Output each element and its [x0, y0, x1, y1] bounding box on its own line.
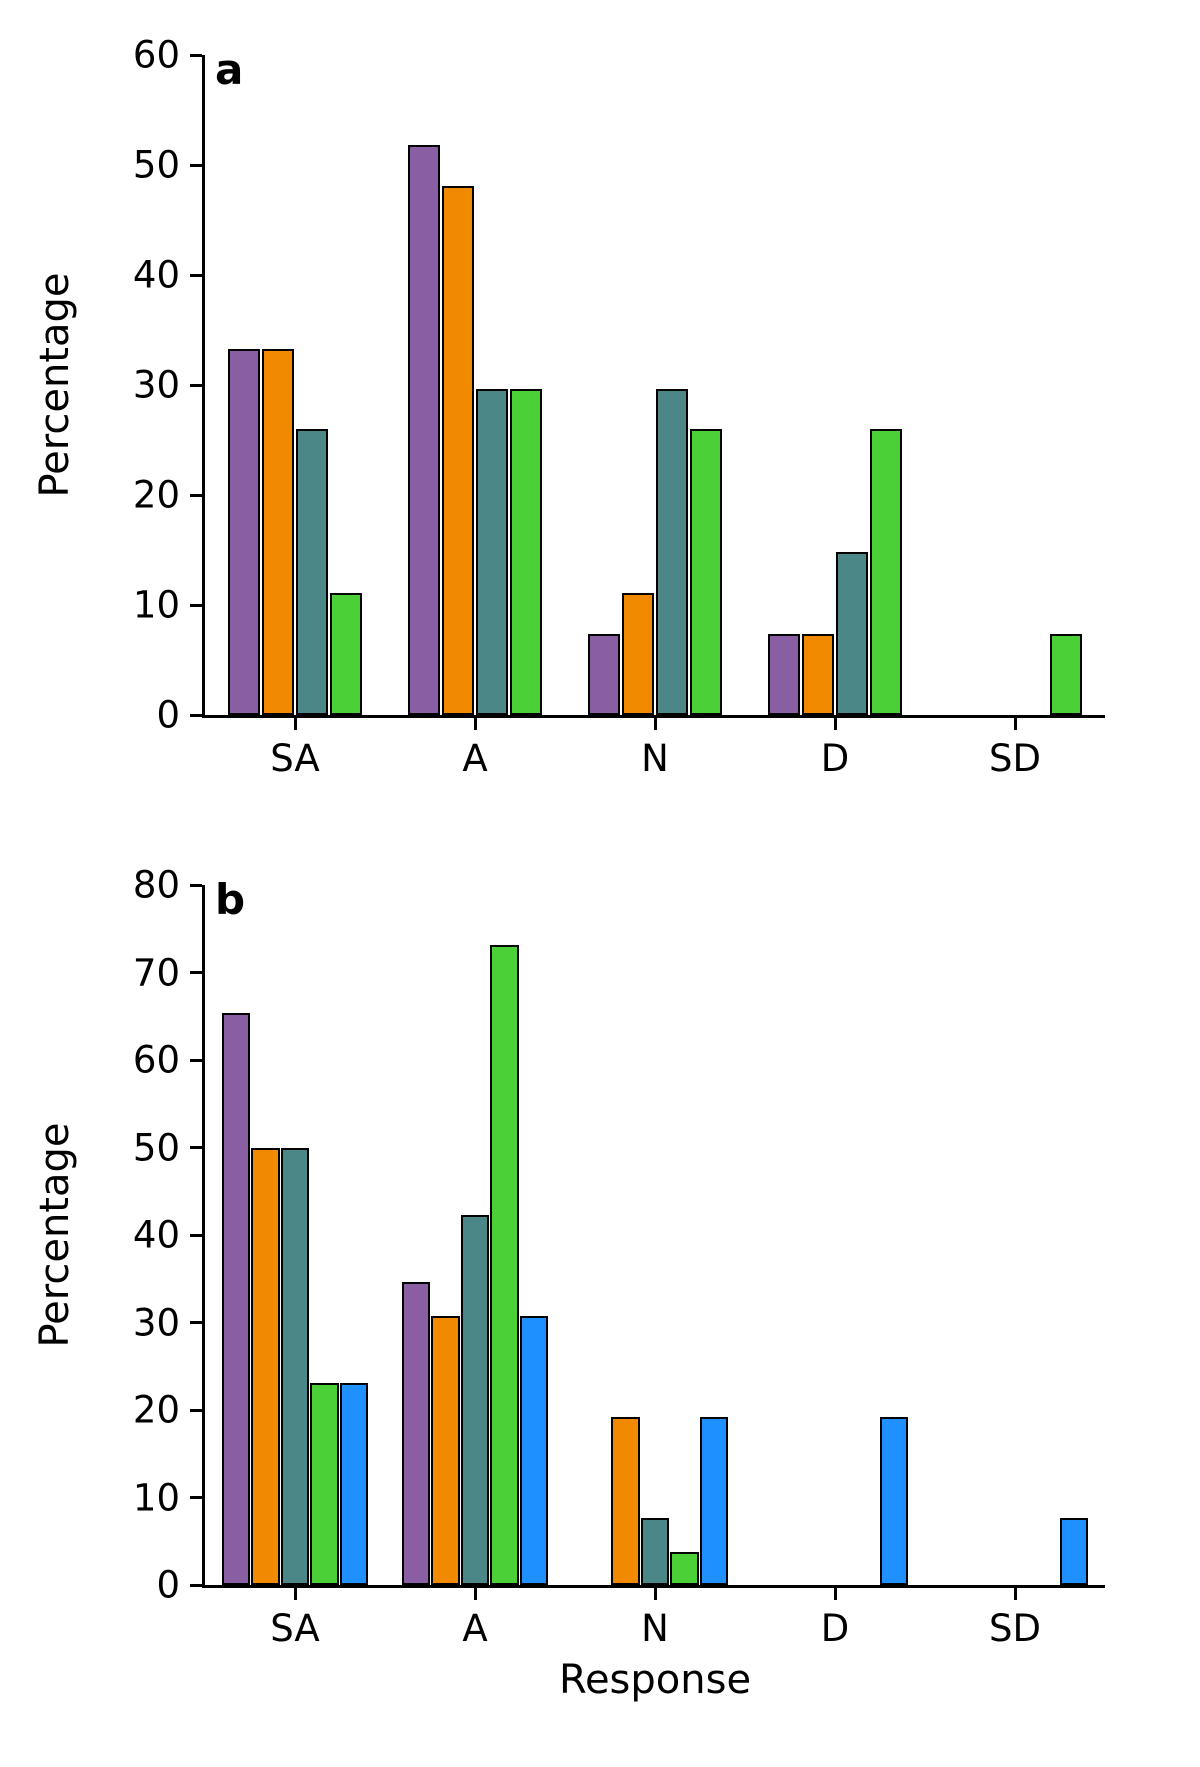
y-tick [190, 1146, 202, 1149]
y-tick-label: 40 [100, 254, 180, 297]
bar [880, 1417, 909, 1585]
x-tick-label: SD [989, 737, 1041, 780]
bar [656, 389, 688, 715]
chart-canvas: 0 10 20 30 40 50 60 SA A N D SD Percentage a 0 10 20 30 40… [0, 0, 1200, 1767]
bar [281, 1148, 310, 1586]
bar [670, 1552, 699, 1585]
bar [520, 1316, 549, 1586]
y-tick-label: 20 [100, 474, 180, 517]
y-tick-label: 20 [100, 1389, 180, 1432]
y-tick-label: 30 [100, 1301, 180, 1344]
x-tick [294, 718, 297, 730]
y-tick [190, 604, 202, 607]
x-tick-label: SA [270, 737, 319, 780]
y-tick [190, 274, 202, 277]
x-tick [834, 1588, 837, 1600]
y-tick [190, 1409, 202, 1412]
bar [836, 552, 868, 715]
y-tick-label: 10 [100, 1476, 180, 1519]
bar [1050, 634, 1082, 715]
x-tick [1014, 718, 1017, 730]
x-tick-label: N [641, 1607, 669, 1650]
y-tick [190, 971, 202, 974]
x-tick [474, 718, 477, 730]
y-tick-label: 60 [100, 1039, 180, 1082]
bar [431, 1316, 460, 1586]
x-tick [654, 1588, 657, 1600]
y-tick-label: 0 [100, 694, 180, 737]
bar [340, 1383, 369, 1585]
bar [622, 593, 654, 715]
bar [228, 349, 260, 715]
bar [490, 945, 519, 1585]
x-tick [834, 718, 837, 730]
bar [1060, 1518, 1089, 1585]
y-tick-label: 80 [100, 864, 180, 907]
y-tick-label: 30 [100, 364, 180, 407]
bar [310, 1383, 339, 1585]
x-tick [1014, 1588, 1017, 1600]
y-axis [202, 885, 205, 1588]
x-tick-label: D [821, 737, 850, 780]
bar [588, 634, 620, 715]
y-tick [190, 494, 202, 497]
x-tick-label: SD [989, 1607, 1041, 1650]
bar [690, 429, 722, 715]
bar [408, 145, 440, 715]
y-tick [190, 54, 202, 57]
y-tick-label: 10 [100, 584, 180, 627]
x-tick [474, 1588, 477, 1600]
bar [641, 1518, 670, 1585]
y-tick [190, 1496, 202, 1499]
bar [330, 593, 362, 715]
x-tick-label: A [462, 1607, 487, 1650]
bar [251, 1148, 280, 1586]
bar [402, 1282, 431, 1585]
panel-label-b: b [215, 875, 245, 924]
x-tick-label: D [821, 1607, 850, 1650]
x-axis-title: Response [559, 1657, 751, 1703]
y-tick [190, 384, 202, 387]
y-axis-title: Percentage [32, 1122, 78, 1347]
y-tick [190, 1059, 202, 1062]
bar [611, 1417, 640, 1585]
y-tick [190, 1321, 202, 1324]
bar [262, 349, 294, 715]
x-tick-label: SA [270, 1607, 319, 1650]
bar [222, 1013, 251, 1585]
bar [296, 429, 328, 715]
y-tick-label: 0 [100, 1564, 180, 1607]
bar [442, 186, 474, 715]
y-tick-label: 60 [100, 34, 180, 77]
bar [461, 1215, 490, 1585]
y-tick [190, 1584, 202, 1587]
bar [476, 389, 508, 715]
x-tick-label: N [641, 737, 669, 780]
bar [802, 634, 834, 715]
x-tick [294, 1588, 297, 1600]
y-tick [190, 714, 202, 717]
bar [870, 429, 902, 715]
y-axis [202, 55, 205, 718]
y-tick [190, 1234, 202, 1237]
y-tick-label: 50 [100, 144, 180, 187]
y-axis-title: Percentage [32, 272, 78, 497]
x-tick [654, 718, 657, 730]
x-tick-label: A [462, 737, 487, 780]
y-tick [190, 164, 202, 167]
bar [768, 634, 800, 715]
y-tick-label: 50 [100, 1126, 180, 1169]
y-tick-label: 40 [100, 1214, 180, 1257]
bar [510, 389, 542, 715]
bar [700, 1417, 729, 1585]
y-tick-label: 70 [100, 951, 180, 994]
y-tick [190, 884, 202, 887]
panel-label-a: a [215, 45, 243, 94]
